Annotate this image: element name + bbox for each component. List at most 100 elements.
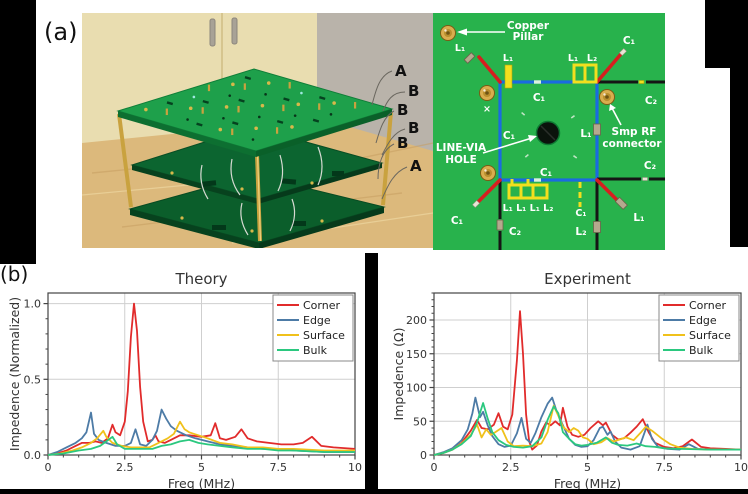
pcb-component xyxy=(266,81,271,85)
x-marker: × xyxy=(483,104,491,115)
y-tick-label: 200 xyxy=(406,314,427,327)
red-corner-traces xyxy=(476,52,623,204)
pcb-component xyxy=(319,96,326,101)
pcb-component xyxy=(275,127,279,134)
theory-chart: 0 2.5 5 7.5 10 0.0 0.5 1.0 Theory Freq (MHz) Imped… xyxy=(8,270,362,491)
y-tick-label: 0.5 xyxy=(24,373,42,386)
trace-gaps xyxy=(534,80,541,182)
legend-label: Surface xyxy=(303,329,345,342)
gap-component xyxy=(642,177,648,181)
pcb-component xyxy=(293,114,297,117)
capacitor-label: C₁ xyxy=(503,130,516,142)
series-surface xyxy=(433,404,741,456)
solder-pad xyxy=(472,200,480,208)
black-mask-top-right xyxy=(705,0,748,68)
x-tick-label: 0 xyxy=(431,461,438,474)
pcb-component xyxy=(290,125,294,129)
pcb-component xyxy=(201,107,204,114)
pcb-component xyxy=(231,82,235,87)
capacitor-label: C₁ xyxy=(451,215,464,227)
inductor-label: L₁ xyxy=(455,43,465,54)
pcb-closeup-photo: Copper Pillar L₁ L₁ L₁ L₂ C₁ C₁ C₂ × C₁ … xyxy=(433,13,665,250)
annotation-arrows xyxy=(457,28,622,154)
line-via-label-line2: HOLE xyxy=(445,154,477,166)
y-axis-label: Impedence (Ω) xyxy=(391,328,406,421)
capacitor-label: C₁ xyxy=(623,35,636,47)
inductor-label: L₂ xyxy=(587,53,597,64)
stack-label-B3: B xyxy=(408,119,419,137)
line-via-label-line1: LINE-VIA xyxy=(436,142,487,154)
legend-label: Edge xyxy=(303,314,331,327)
inductor-label: L₁ xyxy=(503,53,513,64)
pcb-component xyxy=(318,103,321,110)
pcb-board-top xyxy=(116,68,394,157)
chart-title: Theory xyxy=(174,270,227,288)
pcb-component xyxy=(238,98,245,103)
pcb-component xyxy=(257,115,261,119)
x-axis-label: Freq (MHz) xyxy=(168,476,235,491)
pcb-component xyxy=(244,76,252,81)
brass-standoffs xyxy=(117,111,393,242)
stack-label-B2: B xyxy=(397,101,408,119)
black-divider xyxy=(365,253,378,494)
arrow-to-rf-connector xyxy=(609,104,616,111)
cupboard-handle xyxy=(231,17,238,45)
pcb-component xyxy=(353,102,357,109)
y-tick-label: 1.0 xyxy=(24,298,42,311)
pcb-component xyxy=(251,138,255,141)
capacitor-label: C₁ xyxy=(540,167,553,179)
stack-label-A-bottom: A xyxy=(410,157,422,175)
legend-label: Corner xyxy=(689,299,726,312)
pcb-component xyxy=(312,118,320,123)
copper-pillars xyxy=(440,25,615,181)
capacitor-label: C₂ xyxy=(644,160,657,172)
inductor-label: L₂ xyxy=(575,226,587,238)
pcb-component xyxy=(202,99,209,104)
legend-label: Bulk xyxy=(303,344,328,357)
pcb-component xyxy=(276,119,284,124)
stack-label-leaders xyxy=(371,70,408,200)
copper-pillar-label-line2: Pillar xyxy=(513,31,545,43)
lower-board-components xyxy=(170,171,344,233)
capacitor-label: C₁ xyxy=(533,92,546,104)
pcb-component xyxy=(165,108,168,116)
stack-label-B1: B xyxy=(408,82,419,100)
x-tick-label: 5 xyxy=(584,461,591,474)
pcb-component xyxy=(144,107,148,112)
pcb-component xyxy=(224,105,229,109)
series-bulk xyxy=(433,402,741,456)
plot-border xyxy=(433,292,742,456)
arrow-to-copper-pillar xyxy=(457,28,467,36)
inter-board-wires xyxy=(200,146,323,236)
inductor-label: L₁ xyxy=(568,53,578,64)
legend-label: Bulk xyxy=(689,344,714,357)
capacitor-label: C₂ xyxy=(509,226,522,238)
x-tick-label: 10 xyxy=(348,461,362,474)
pcb-component xyxy=(329,113,333,116)
pcb-component xyxy=(186,118,189,121)
panel-b-label: (b) xyxy=(0,262,29,286)
device-stack-photo: A B B B B A xyxy=(82,13,433,248)
pcb-component xyxy=(243,83,246,90)
pcb-component xyxy=(260,103,265,108)
gap-component xyxy=(638,80,645,84)
black-mask-right xyxy=(730,68,748,247)
series-surface xyxy=(47,420,355,456)
y-tick-label: 150 xyxy=(406,348,427,361)
pcb-component xyxy=(237,105,240,113)
stack-label-A-top: A xyxy=(395,62,407,80)
smd-components xyxy=(463,52,628,233)
smp-connector-left xyxy=(479,85,495,101)
y-axis-label: Impedence (Normalized) xyxy=(8,297,22,451)
cupboard-handle xyxy=(209,18,216,47)
x-tick-label: 2.5 xyxy=(502,461,520,474)
pcb-component xyxy=(254,126,258,131)
pcb-component xyxy=(283,97,290,102)
pcb-component xyxy=(332,101,336,105)
panel-a-label: (a) xyxy=(44,18,78,46)
pcb-component xyxy=(188,106,193,111)
x-tick-label: 2.5 xyxy=(116,461,134,474)
capacitor-label: C₂ xyxy=(645,95,658,107)
black-mask-bottom xyxy=(0,489,748,494)
